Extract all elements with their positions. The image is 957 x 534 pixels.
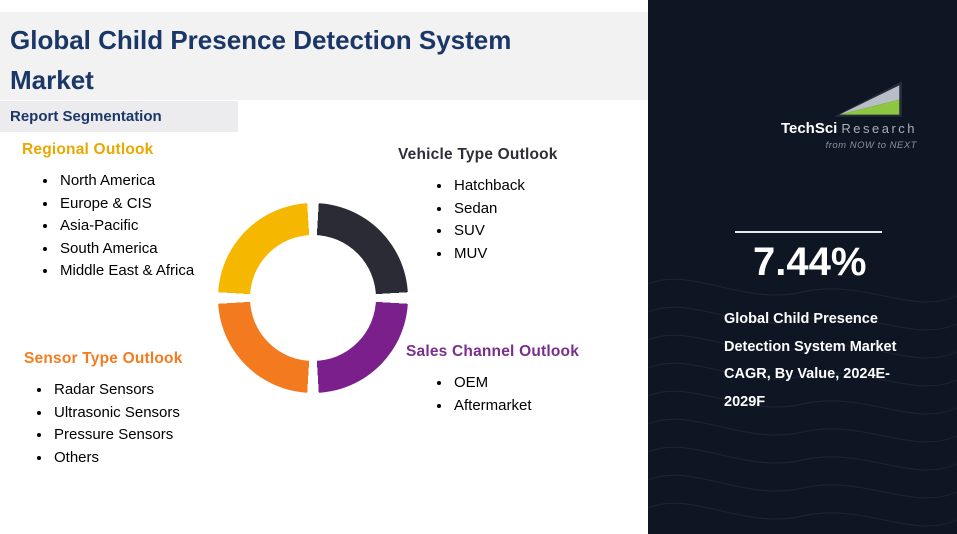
regional-outlook-section: Regional Outlook North America Europe & … <box>22 141 194 283</box>
sales-channel-outlook-section: Sales Channel Outlook OEM Aftermarket <box>406 343 579 417</box>
vehicle-type-outlook-list: Hatchback Sedan SUV MUV <box>398 175 558 265</box>
list-item: SUV <box>452 220 558 243</box>
list-item: Sedan <box>452 198 558 221</box>
wave-pattern-decoration <box>648 278 957 527</box>
list-item: South America <box>58 238 194 261</box>
techsci-logo-icon <box>834 81 902 117</box>
section-label: Report Segmentation <box>10 108 162 125</box>
list-item: Hatchback <box>452 175 558 198</box>
cagr-value: 7.44% <box>753 240 867 284</box>
brand-name-primary: TechSci <box>780 120 838 137</box>
vehicle-type-outlook-heading: Vehicle Type Outlook <box>398 146 558 163</box>
list-item: Ultrasonic Sensors <box>52 402 183 425</box>
vehicle-type-outlook-section: Vehicle Type Outlook Hatchback Sedan SUV… <box>398 146 558 265</box>
list-item: Aftermarket <box>452 395 579 418</box>
brand-wordmark: TechSci Research <box>781 120 917 138</box>
title-band <box>0 12 648 100</box>
sales-channel-outlook-heading: Sales Channel Outlook <box>406 343 580 360</box>
section-band <box>0 101 238 132</box>
brand-name-secondary: Research <box>841 121 917 136</box>
list-item: Radar Sensors <box>52 379 183 402</box>
list-item: North America <box>58 170 194 193</box>
list-item: Europe & CIS <box>58 193 194 216</box>
regional-outlook-list: North America Europe & CIS Asia-Pacific … <box>22 170 194 283</box>
brand-tagline: from NOW to NEXT <box>825 140 917 151</box>
list-item: Pressure Sensors <box>52 424 183 447</box>
list-item: MUV <box>452 243 558 266</box>
list-item: Others <box>52 447 183 470</box>
divider-line <box>735 231 882 233</box>
donut-hole <box>250 235 376 361</box>
donut-chart <box>218 203 408 393</box>
sensor-type-outlook-heading: Sensor Type Outlook <box>24 350 183 367</box>
cagr-caption: Global Child Presence Detection System M… <box>724 311 897 410</box>
list-item: OEM <box>452 372 579 395</box>
page-title: Global Child Presence Detection System M… <box>10 25 512 95</box>
regional-outlook-heading: Regional Outlook <box>22 141 154 158</box>
sensor-type-outlook-list: Radar Sensors Ultrasonic Sensors Pressur… <box>24 379 183 469</box>
list-item: Asia-Pacific <box>58 215 194 238</box>
sensor-type-outlook-section: Sensor Type Outlook Radar Sensors Ultras… <box>24 350 183 469</box>
brand-panel: TechSci Research from NOW to NEXT 7.44% G… <box>648 0 957 534</box>
sales-channel-outlook-list: OEM Aftermarket <box>406 372 579 417</box>
list-item: Middle East & Africa <box>58 260 194 283</box>
